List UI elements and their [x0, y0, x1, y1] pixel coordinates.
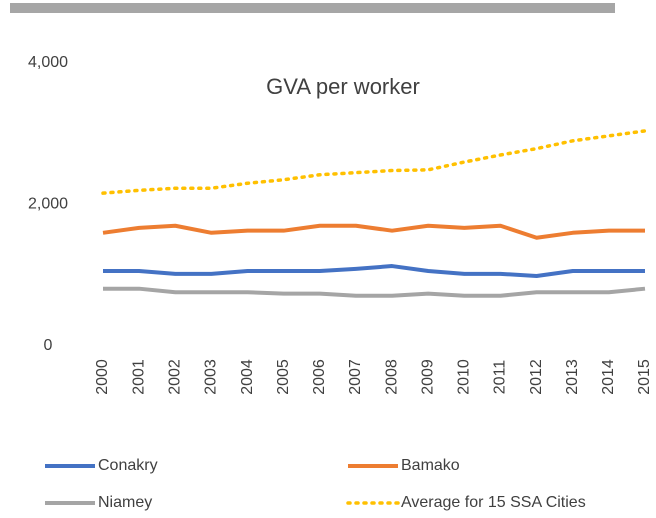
series-line — [102, 223, 645, 240]
legend-label: Average for 15 SSA Cities — [401, 494, 586, 511]
legend-label: Niamey — [98, 494, 152, 511]
x-tick-label: 2000 — [94, 359, 111, 395]
x-tick-label: 2010 — [456, 359, 473, 395]
y-tick-label: 2,000 — [28, 196, 68, 213]
chart-title: GVA per worker — [266, 74, 420, 99]
series-line — [103, 286, 646, 298]
x-tick-label: 2005 — [275, 359, 292, 395]
x-tick-label: 2004 — [239, 359, 256, 395]
x-tick-label: 2001 — [130, 359, 147, 395]
x-tick-label: 2003 — [203, 359, 220, 395]
y-tick-label: 4,000 — [28, 54, 68, 71]
x-tick-label: 2012 — [528, 359, 545, 395]
x-tick-label: 2008 — [383, 359, 400, 395]
header-bar — [10, 3, 615, 13]
x-tick-label: 2011 — [492, 360, 509, 395]
series-line — [103, 264, 645, 278]
x-tick-label: 2007 — [347, 359, 364, 395]
y-tick-label: 0 — [44, 337, 53, 354]
x-tick-label: 2002 — [166, 359, 183, 395]
x-tick-label: 2006 — [311, 359, 328, 395]
x-tick-label: 2009 — [419, 359, 436, 395]
legend-label: Bamako — [401, 457, 460, 474]
x-tick-label: 2013 — [564, 359, 581, 395]
x-tick-label: 2014 — [600, 359, 617, 395]
x-tick-label: 2015 — [636, 359, 653, 395]
legend-label: Conakry — [98, 457, 158, 474]
series-line — [101, 129, 647, 195]
